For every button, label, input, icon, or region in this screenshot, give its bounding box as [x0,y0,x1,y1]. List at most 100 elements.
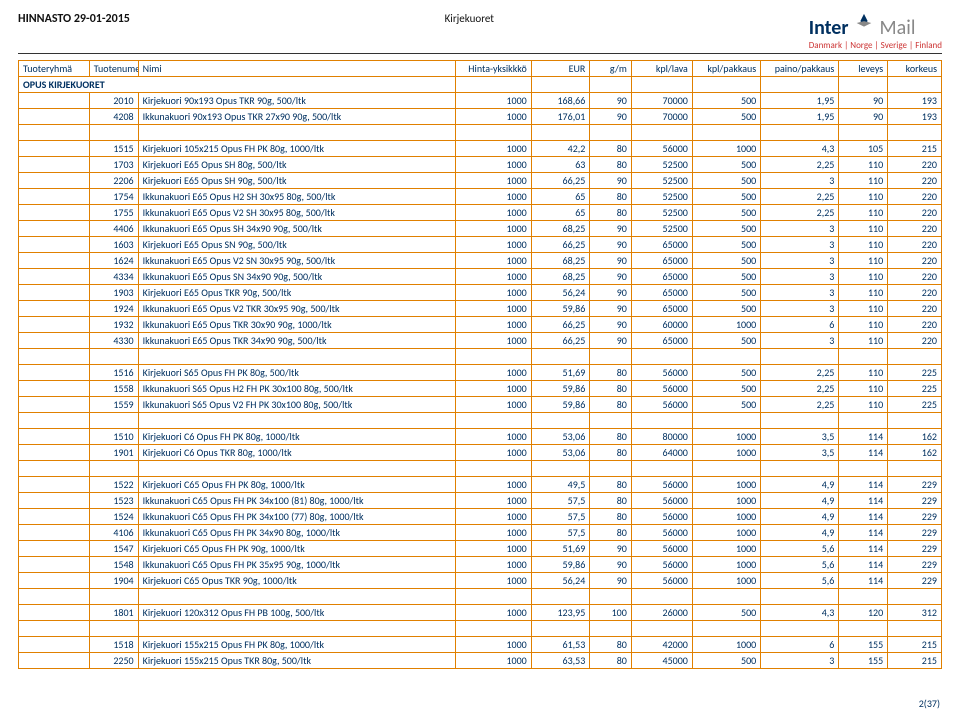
cell: 3 [761,173,839,189]
cell: 59,86 [531,397,590,413]
cell [19,141,90,157]
cell: 110 [839,253,888,269]
cell: 56,24 [531,573,590,589]
cell: 1924 [89,301,138,317]
cell: 220 [888,333,942,349]
cell: 80 [590,509,632,525]
cell: 1000 [692,573,760,589]
cell [888,413,942,429]
cell: 70000 [631,109,692,125]
cell: 66,25 [531,237,590,253]
cell [456,125,532,141]
cell [19,461,90,477]
cell: 110 [839,189,888,205]
table-row: 4406Ikkunakuori E65 Opus SH 34x90 90g, 5… [19,221,942,237]
cell [631,461,692,477]
cell: 56000 [631,525,692,541]
cell: 80 [590,445,632,461]
cell [888,461,942,477]
cell: 220 [888,157,942,173]
cell: 500 [692,221,760,237]
cell [631,349,692,365]
cell: 1000 [456,157,532,173]
cell [19,381,90,397]
cell [19,637,90,653]
cell: 1624 [89,253,138,269]
cell: 57,5 [531,509,590,525]
cell: 1903 [89,285,138,301]
cell: 65000 [631,301,692,317]
cell: Kirjekuori C65 Opus FH PK 90g, 1000/ltk [138,541,455,557]
cell [531,461,590,477]
cell: 1000 [456,253,532,269]
cell [692,77,760,93]
cell: 68,25 [531,269,590,285]
table-row: 1924Ikkunakuori E65 Opus V2 TKR 30x95 90… [19,301,942,317]
table-row: 1548Ikkunakuori C65 Opus FH PK 35x95 90g… [19,557,942,573]
cell: Kirjekuori S65 Opus FH PK 80g, 500/ltk [138,365,455,381]
cell: 90 [590,269,632,285]
table-row: 2010Kirjekuori 90x193 Opus TKR 90g, 500/… [19,93,942,109]
cell: 220 [888,269,942,285]
cell [19,429,90,445]
cell [888,349,942,365]
cell: 80 [590,397,632,413]
table-row: 1510Kirjekuori C6 Opus FH PK 80g, 1000/l… [19,429,942,445]
cell: 114 [839,525,888,541]
logo-light: Mail [880,16,916,40]
cell: 114 [839,477,888,493]
cell [839,77,888,93]
cell: 1000 [456,653,532,669]
cell: 110 [839,221,888,237]
cell [839,621,888,637]
cell: 59,86 [531,381,590,397]
cell: 1703 [89,157,138,173]
cell [138,349,455,365]
cell: 114 [839,493,888,509]
cell: 65000 [631,333,692,349]
cell: 80 [590,205,632,221]
cell: 1000 [692,637,760,653]
cell [19,125,90,141]
column-header: EUR [531,61,590,77]
cell: 114 [839,541,888,557]
cell [692,589,760,605]
cell: 61,53 [531,637,590,653]
cell: 65000 [631,237,692,253]
cell: 1000 [456,173,532,189]
cell: 220 [888,253,942,269]
blank-row [19,125,942,141]
cell: 51,69 [531,365,590,381]
cell: 90 [590,301,632,317]
table-row: 1754Ikkunakuori E65 Opus H2 SH 30x95 80g… [19,189,942,205]
table-row: 1547Kirjekuori C65 Opus FH PK 90g, 1000/… [19,541,942,557]
cell [888,125,942,141]
cell [19,349,90,365]
cell [19,93,90,109]
cell: 5,6 [761,541,839,557]
cell: 90 [590,253,632,269]
cell: 1,95 [761,93,839,109]
cell [531,349,590,365]
cell: 90 [590,93,632,109]
cell [692,349,760,365]
cell: 56000 [631,477,692,493]
cell [590,349,632,365]
cell [590,77,632,93]
cell: 68,25 [531,221,590,237]
cell: 229 [888,477,942,493]
cell: Ikkunakuori C65 Opus FH PK 34x100 (81) 8… [138,493,455,509]
cell: 229 [888,525,942,541]
table-row: 1755Ikkunakuori E65 Opus V2 SH 30x95 80g… [19,205,942,221]
cell: 63 [531,157,590,173]
cell: 3,5 [761,429,839,445]
cell: 162 [888,445,942,461]
cell: 42000 [631,637,692,653]
cell: 1932 [89,317,138,333]
cell: 1000 [456,93,532,109]
cell [590,125,632,141]
cell: 52500 [631,205,692,221]
cell [19,109,90,125]
cell [631,77,692,93]
cell: 110 [839,237,888,253]
